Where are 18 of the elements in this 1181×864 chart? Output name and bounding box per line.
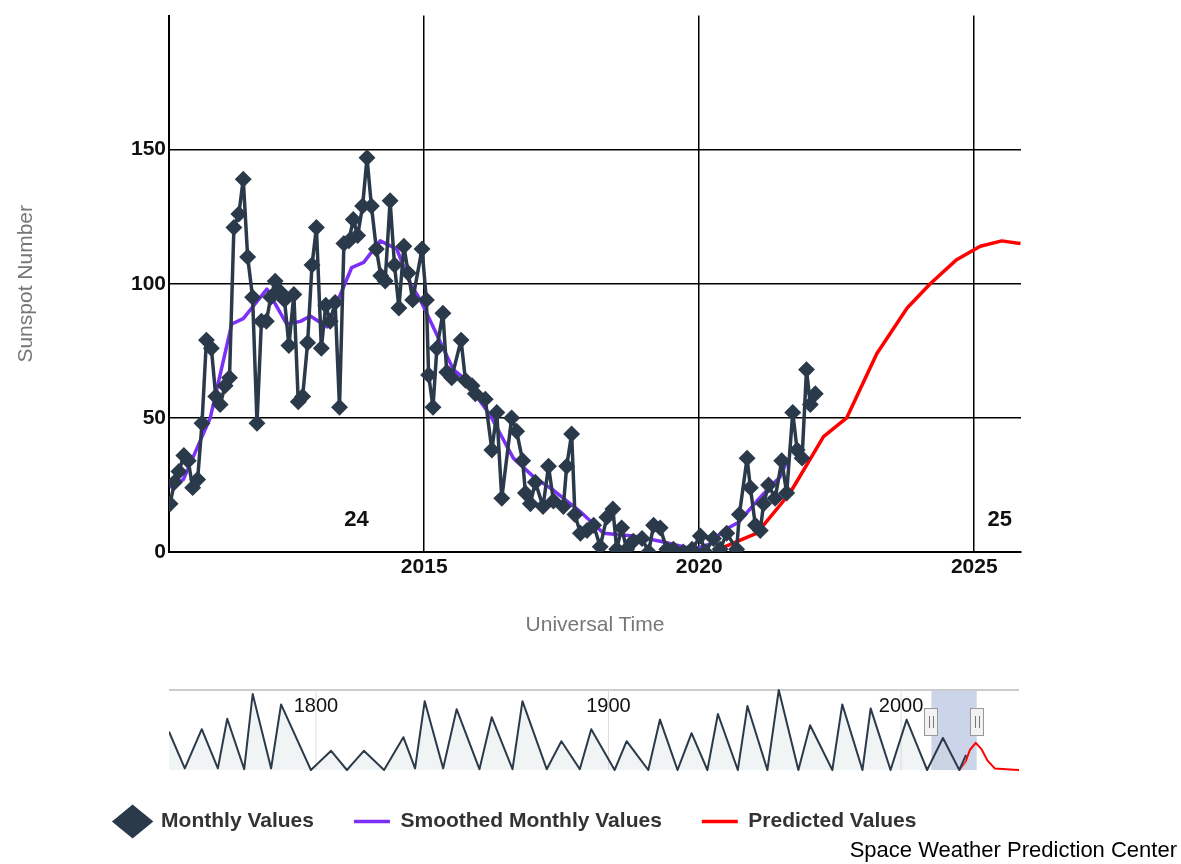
annotation: 25 [987,505,1012,531]
x-tick-label: 1900 [586,693,631,716]
x-tick-label: 2015 [400,554,448,578]
x-tick-label: 1800 [293,693,339,716]
legend-label: Smoothed Monthly Values [400,808,662,832]
text: Space Weather Prediction Center [849,837,1177,863]
y-tick-label: 100 [130,270,166,294]
legend-label: Monthly Values [161,808,314,832]
x-tick-label: 2020 [675,554,723,578]
x-tick-label: 2025 [950,554,998,578]
y-tick-label: 150 [130,136,166,160]
x-axis-title: Universal Time [525,612,665,636]
y-tick-label: 50 [142,404,166,428]
x-tick-label: 2000 [878,693,924,716]
legend-label: Predicted Values [748,808,917,832]
y-tick-label: 0 [154,538,166,562]
y-axis-title: Sunspot Number [13,205,37,363]
annotation: 24 [344,505,370,531]
